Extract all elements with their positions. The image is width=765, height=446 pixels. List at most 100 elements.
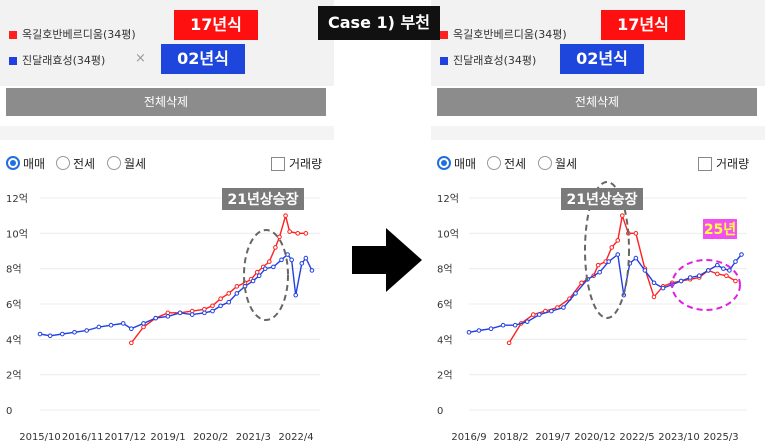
radio-monthly[interactable] <box>107 156 121 170</box>
complex-row-1[interactable]: 옥길호반베르디움(34평) <box>0 22 334 48</box>
data-point[interactable] <box>660 285 666 291</box>
data-point[interactable] <box>733 259 738 264</box>
data-point[interactable] <box>295 231 301 236</box>
data-point[interactable] <box>218 296 223 301</box>
data-point[interactable] <box>303 255 309 261</box>
data-point[interactable] <box>289 257 294 263</box>
data-point[interactable] <box>524 319 530 324</box>
data-point[interactable] <box>595 262 601 268</box>
data-point[interactable] <box>226 299 232 305</box>
radio-jeonse[interactable] <box>487 156 501 170</box>
data-point[interactable] <box>724 273 729 279</box>
data-point[interactable] <box>512 322 518 328</box>
data-point[interactable] <box>202 310 207 316</box>
data-point[interactable] <box>234 284 240 289</box>
data-point[interactable] <box>561 305 566 310</box>
data-point[interactable] <box>153 315 158 321</box>
data-point[interactable] <box>273 245 278 250</box>
data-point[interactable] <box>72 329 77 335</box>
data-point[interactable] <box>218 303 223 309</box>
annotation-ellipse-2025 <box>671 259 741 311</box>
radio-sale[interactable] <box>437 156 451 170</box>
complex-row-1[interactable]: 옥길호반베르디움(34평) <box>431 22 765 48</box>
data-point[interactable] <box>47 333 53 339</box>
data-point[interactable] <box>615 238 621 243</box>
data-point[interactable] <box>573 291 578 296</box>
data-point[interactable] <box>60 331 65 337</box>
radio-jeonse[interactable] <box>56 156 70 170</box>
data-point[interactable] <box>279 257 284 263</box>
data-point[interactable] <box>299 261 305 266</box>
complex-row-2[interactable]: 진달래효성(34평) <box>431 48 765 74</box>
data-point[interactable] <box>309 268 315 273</box>
data-point[interactable] <box>226 291 232 296</box>
data-point[interactable] <box>715 271 720 277</box>
radio-monthly[interactable] <box>538 156 552 170</box>
data-point[interactable] <box>267 259 272 264</box>
complex-row-2[interactable]: 진달래효성(34평) × <box>0 48 334 74</box>
x-tick-label: 2022/4 <box>278 432 313 443</box>
data-point[interactable] <box>277 234 282 240</box>
data-point[interactable] <box>271 264 276 270</box>
data-point[interactable] <box>721 266 726 271</box>
data-point[interactable] <box>210 308 215 314</box>
data-point[interactable] <box>262 266 268 271</box>
data-point[interactable] <box>96 324 102 330</box>
volume-checkbox[interactable] <box>271 157 285 171</box>
data-point[interactable] <box>606 259 612 264</box>
data-point[interactable] <box>687 275 693 280</box>
data-point[interactable] <box>293 292 299 298</box>
data-point[interactable] <box>597 269 602 275</box>
data-point[interactable] <box>177 310 183 316</box>
data-point[interactable] <box>488 326 494 332</box>
data-point[interactable] <box>189 312 195 317</box>
data-point[interactable] <box>141 321 146 326</box>
data-point[interactable] <box>120 321 126 326</box>
remove-complex-icon[interactable]: × <box>135 51 146 66</box>
data-point[interactable] <box>619 213 625 218</box>
delete-all-button[interactable]: 전체삭제 <box>6 88 326 116</box>
radio-sale[interactable] <box>6 156 20 170</box>
build-year-tag-blue: 02년식 <box>161 44 245 74</box>
data-point[interactable] <box>108 322 114 328</box>
data-point[interactable] <box>715 262 720 268</box>
data-point[interactable] <box>256 273 262 279</box>
data-point[interactable] <box>678 278 684 284</box>
data-point[interactable] <box>633 231 639 236</box>
data-point[interactable] <box>705 268 711 273</box>
data-point[interactable] <box>530 312 536 317</box>
data-point[interactable] <box>549 308 554 314</box>
data-point[interactable] <box>739 252 744 257</box>
data-point[interactable] <box>37 331 43 337</box>
complex-name: 옥길호반베르디움(34평) <box>22 28 136 41</box>
data-point[interactable] <box>651 294 657 300</box>
data-point[interactable] <box>303 231 309 236</box>
data-point[interactable] <box>84 328 89 333</box>
data-point[interactable] <box>210 303 215 309</box>
data-point[interactable] <box>651 280 657 286</box>
data-point[interactable] <box>129 326 134 332</box>
data-point[interactable] <box>476 328 482 333</box>
y-tick-label: 8억 <box>437 264 453 276</box>
data-point[interactable] <box>254 269 260 275</box>
data-point[interactable] <box>633 255 639 261</box>
delete-all-button[interactable]: 전체삭제 <box>437 88 757 116</box>
data-point[interactable] <box>234 291 240 296</box>
volume-checkbox[interactable] <box>698 157 712 171</box>
data-point[interactable] <box>579 280 584 286</box>
data-point[interactable] <box>696 273 702 279</box>
data-point[interactable] <box>537 312 542 317</box>
data-point[interactable] <box>500 322 506 328</box>
data-point[interactable] <box>615 252 621 257</box>
data-point[interactable] <box>466 329 472 335</box>
data-point[interactable] <box>129 340 134 346</box>
data-point[interactable] <box>506 340 512 346</box>
data-point[interactable] <box>287 229 292 234</box>
data-point[interactable] <box>727 268 732 273</box>
data-point[interactable] <box>609 245 615 250</box>
data-point[interactable] <box>165 314 171 319</box>
data-point[interactable] <box>283 213 288 218</box>
data-point[interactable] <box>733 278 738 284</box>
data-point[interactable] <box>250 278 256 284</box>
data-point[interactable] <box>642 268 648 273</box>
